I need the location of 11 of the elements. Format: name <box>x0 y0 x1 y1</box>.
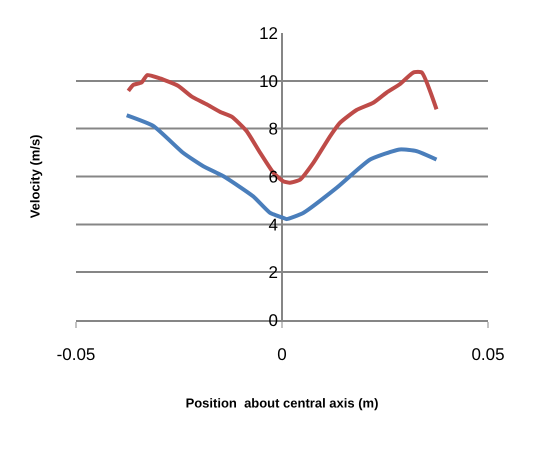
y-tick-label: 2 <box>268 263 278 282</box>
x-tick-label: 0.05 <box>471 345 505 364</box>
y-tick-label: 4 <box>268 215 278 234</box>
line-series <box>126 70 438 185</box>
x-axis-title: Position about central axis (m) <box>186 395 378 410</box>
y-tick-label: 0 <box>268 310 278 330</box>
y-tick-label: 12 <box>259 24 278 43</box>
y-tick-label: 10 <box>259 72 278 91</box>
y-tick-label: 8 <box>268 120 278 139</box>
x-tick-label: -0.05 <box>56 345 96 364</box>
y-axis-title: Velocity (m/s) <box>27 134 42 218</box>
